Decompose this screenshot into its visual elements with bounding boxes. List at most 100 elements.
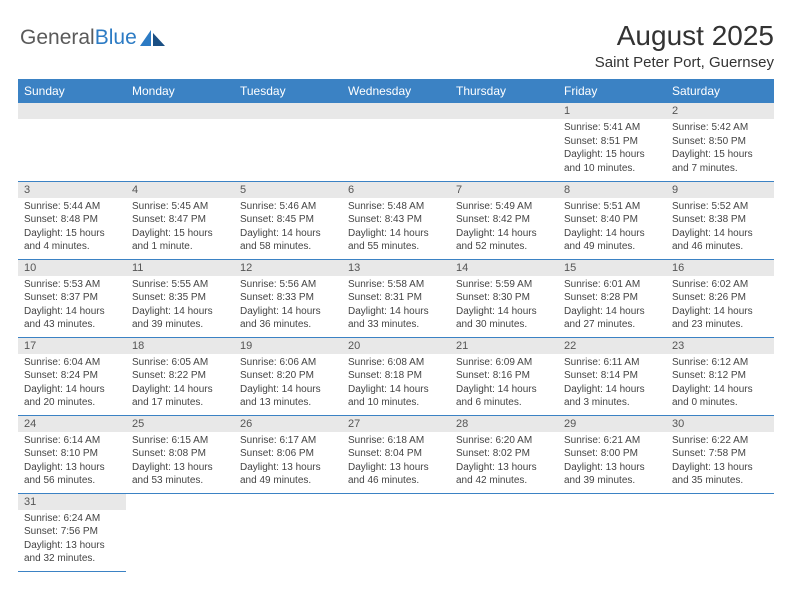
day-number: 8 [558, 182, 666, 198]
day-number-empty [126, 103, 234, 119]
calendar-cell: 18Sunrise: 6:05 AMSunset: 8:22 PMDayligh… [126, 337, 234, 415]
day-details: Sunrise: 6:11 AMSunset: 8:14 PMDaylight:… [558, 354, 666, 414]
sunrise-line: Sunrise: 5:52 AM [672, 200, 768, 214]
sunrise-line: Sunrise: 6:02 AM [672, 278, 768, 292]
day-details: Sunrise: 6:02 AMSunset: 8:26 PMDaylight:… [666, 276, 774, 336]
sunrise-line: Sunrise: 5:58 AM [348, 278, 444, 292]
day-details: Sunrise: 6:17 AMSunset: 8:06 PMDaylight:… [234, 432, 342, 492]
day-details: Sunrise: 6:06 AMSunset: 8:20 PMDaylight:… [234, 354, 342, 414]
day-number: 30 [666, 416, 774, 432]
calendar-cell: 6Sunrise: 5:48 AMSunset: 8:43 PMDaylight… [342, 181, 450, 259]
sunset-line: Sunset: 8:10 PM [24, 447, 120, 461]
weekday-header: Sunday [18, 79, 126, 103]
daylight-line: Daylight: 14 hours and 10 minutes. [348, 383, 444, 410]
sunset-line: Sunset: 8:47 PM [132, 213, 228, 227]
sunrise-line: Sunrise: 5:51 AM [564, 200, 660, 214]
calendar-week-row: 31Sunrise: 6:24 AMSunset: 7:56 PMDayligh… [18, 493, 774, 571]
calendar-cell [558, 493, 666, 571]
sunset-line: Sunset: 8:42 PM [456, 213, 552, 227]
sunrise-line: Sunrise: 6:11 AM [564, 356, 660, 370]
daylight-line: Daylight: 14 hours and 55 minutes. [348, 227, 444, 254]
day-number-empty [666, 494, 774, 510]
calendar-cell: 15Sunrise: 6:01 AMSunset: 8:28 PMDayligh… [558, 259, 666, 337]
calendar-cell: 20Sunrise: 6:08 AMSunset: 8:18 PMDayligh… [342, 337, 450, 415]
day-number-empty [450, 103, 558, 119]
day-number: 27 [342, 416, 450, 432]
calendar-table: Sunday Monday Tuesday Wednesday Thursday… [18, 79, 774, 572]
calendar-week-row: 24Sunrise: 6:14 AMSunset: 8:10 PMDayligh… [18, 415, 774, 493]
day-details: Sunrise: 5:46 AMSunset: 8:45 PMDaylight:… [234, 198, 342, 258]
day-number: 17 [18, 338, 126, 354]
day-details: Sunrise: 6:21 AMSunset: 8:00 PMDaylight:… [558, 432, 666, 492]
calendar-cell: 8Sunrise: 5:51 AMSunset: 8:40 PMDaylight… [558, 181, 666, 259]
sunrise-line: Sunrise: 6:12 AM [672, 356, 768, 370]
calendar-cell: 17Sunrise: 6:04 AMSunset: 8:24 PMDayligh… [18, 337, 126, 415]
calendar-week-row: 17Sunrise: 6:04 AMSunset: 8:24 PMDayligh… [18, 337, 774, 415]
sunrise-line: Sunrise: 6:14 AM [24, 434, 120, 448]
calendar-cell: 23Sunrise: 6:12 AMSunset: 8:12 PMDayligh… [666, 337, 774, 415]
day-number: 22 [558, 338, 666, 354]
calendar-cell [126, 493, 234, 571]
day-details: Sunrise: 6:22 AMSunset: 7:58 PMDaylight:… [666, 432, 774, 492]
day-number: 28 [450, 416, 558, 432]
sunset-line: Sunset: 8:16 PM [456, 369, 552, 383]
day-number: 18 [126, 338, 234, 354]
day-details: Sunrise: 5:49 AMSunset: 8:42 PMDaylight:… [450, 198, 558, 258]
calendar-cell: 29Sunrise: 6:21 AMSunset: 8:00 PMDayligh… [558, 415, 666, 493]
sunrise-line: Sunrise: 6:20 AM [456, 434, 552, 448]
day-number-empty [126, 494, 234, 510]
sunrise-line: Sunrise: 5:44 AM [24, 200, 120, 214]
calendar-cell: 12Sunrise: 5:56 AMSunset: 8:33 PMDayligh… [234, 259, 342, 337]
daylight-line: Daylight: 14 hours and 13 minutes. [240, 383, 336, 410]
daylight-line: Daylight: 13 hours and 32 minutes. [24, 539, 120, 566]
daylight-line: Daylight: 15 hours and 4 minutes. [24, 227, 120, 254]
sunrise-line: Sunrise: 5:48 AM [348, 200, 444, 214]
sunrise-line: Sunrise: 6:05 AM [132, 356, 228, 370]
daylight-line: Daylight: 13 hours and 56 minutes. [24, 461, 120, 488]
logo-text-general: General [20, 26, 95, 49]
sunrise-line: Sunrise: 5:46 AM [240, 200, 336, 214]
weekday-header: Wednesday [342, 79, 450, 103]
day-number: 13 [342, 260, 450, 276]
sunset-line: Sunset: 8:40 PM [564, 213, 660, 227]
calendar-week-row: 1Sunrise: 5:41 AMSunset: 8:51 PMDaylight… [18, 103, 774, 181]
daylight-line: Daylight: 13 hours and 42 minutes. [456, 461, 552, 488]
sail-icon [140, 29, 166, 47]
calendar-cell [342, 493, 450, 571]
daylight-line: Daylight: 13 hours and 53 minutes. [132, 461, 228, 488]
sunset-line: Sunset: 8:35 PM [132, 291, 228, 305]
header-row: GeneralBlue August 2025 Saint Peter Port… [18, 20, 774, 71]
sunset-line: Sunset: 8:48 PM [24, 213, 120, 227]
daylight-line: Daylight: 14 hours and 3 minutes. [564, 383, 660, 410]
sunrise-line: Sunrise: 6:15 AM [132, 434, 228, 448]
daylight-line: Daylight: 14 hours and 23 minutes. [672, 305, 768, 332]
calendar-cell [450, 103, 558, 181]
sunrise-line: Sunrise: 5:53 AM [24, 278, 120, 292]
daylight-line: Daylight: 14 hours and 30 minutes. [456, 305, 552, 332]
daylight-line: Daylight: 14 hours and 27 minutes. [564, 305, 660, 332]
daylight-line: Daylight: 14 hours and 39 minutes. [132, 305, 228, 332]
day-number: 6 [342, 182, 450, 198]
day-number: 14 [450, 260, 558, 276]
day-details: Sunrise: 6:05 AMSunset: 8:22 PMDaylight:… [126, 354, 234, 414]
day-number: 26 [234, 416, 342, 432]
sunset-line: Sunset: 8:02 PM [456, 447, 552, 461]
day-number-empty [558, 494, 666, 510]
calendar-cell: 2Sunrise: 5:42 AMSunset: 8:50 PMDaylight… [666, 103, 774, 181]
calendar-cell: 26Sunrise: 6:17 AMSunset: 8:06 PMDayligh… [234, 415, 342, 493]
day-number: 12 [234, 260, 342, 276]
day-details: Sunrise: 5:51 AMSunset: 8:40 PMDaylight:… [558, 198, 666, 258]
daylight-line: Daylight: 14 hours and 33 minutes. [348, 305, 444, 332]
sunset-line: Sunset: 8:45 PM [240, 213, 336, 227]
calendar-cell: 13Sunrise: 5:58 AMSunset: 8:31 PMDayligh… [342, 259, 450, 337]
day-number: 29 [558, 416, 666, 432]
weekday-header: Friday [558, 79, 666, 103]
calendar-cell: 25Sunrise: 6:15 AMSunset: 8:08 PMDayligh… [126, 415, 234, 493]
daylight-line: Daylight: 13 hours and 46 minutes. [348, 461, 444, 488]
daylight-line: Daylight: 15 hours and 7 minutes. [672, 148, 768, 175]
day-details: Sunrise: 6:01 AMSunset: 8:28 PMDaylight:… [558, 276, 666, 336]
weekday-header: Tuesday [234, 79, 342, 103]
day-number-empty [450, 494, 558, 510]
calendar-cell: 7Sunrise: 5:49 AMSunset: 8:42 PMDaylight… [450, 181, 558, 259]
day-details: Sunrise: 6:18 AMSunset: 8:04 PMDaylight:… [342, 432, 450, 492]
